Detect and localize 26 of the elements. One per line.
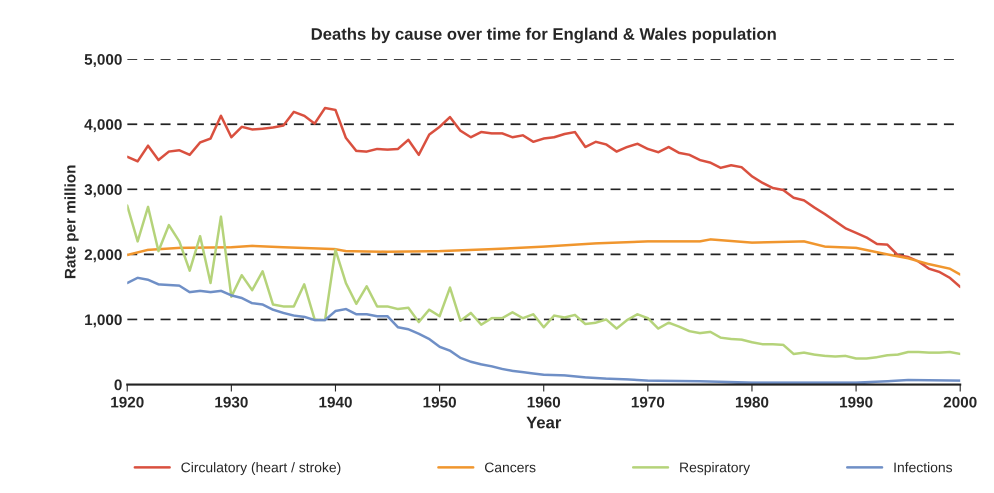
y-tick-label: 4,000 [84,119,122,132]
chart-title: Deaths by cause over time for England & Wales population [312,28,776,44]
x-tick-label: 1940 [319,396,352,408]
legend-label: Circulatory (heart / stroke) [181,462,340,476]
y-tick-label: 0 [114,379,122,390]
x-axis-title: Year [526,416,562,428]
line-series [127,204,960,360]
x-tick-label: 2000 [944,396,977,408]
x-tick-label: 1980 [736,396,768,408]
x-tick-label: 1950 [424,396,456,408]
x-tick-label: 1930 [215,396,248,408]
line-series [127,238,960,276]
legend-label: Respiratory [680,462,750,476]
line-series [127,276,960,384]
x-tick-label: 1920 [111,396,144,408]
line-series [127,106,960,288]
x-tick-label: 1960 [528,396,560,408]
y-tick-label: 1,000 [85,314,122,328]
y-axis-title: Rate per million [64,165,79,278]
y-tick-label: 5,000 [84,54,122,68]
legend-label: Infections [894,462,952,472]
x-tick-label: 1970 [632,396,664,408]
y-tick-label: 2,000 [84,249,122,262]
legend-label: Cancers [484,462,536,472]
x-tick-label: 1990 [840,396,872,408]
y-tick-label: 3,000 [84,184,122,198]
